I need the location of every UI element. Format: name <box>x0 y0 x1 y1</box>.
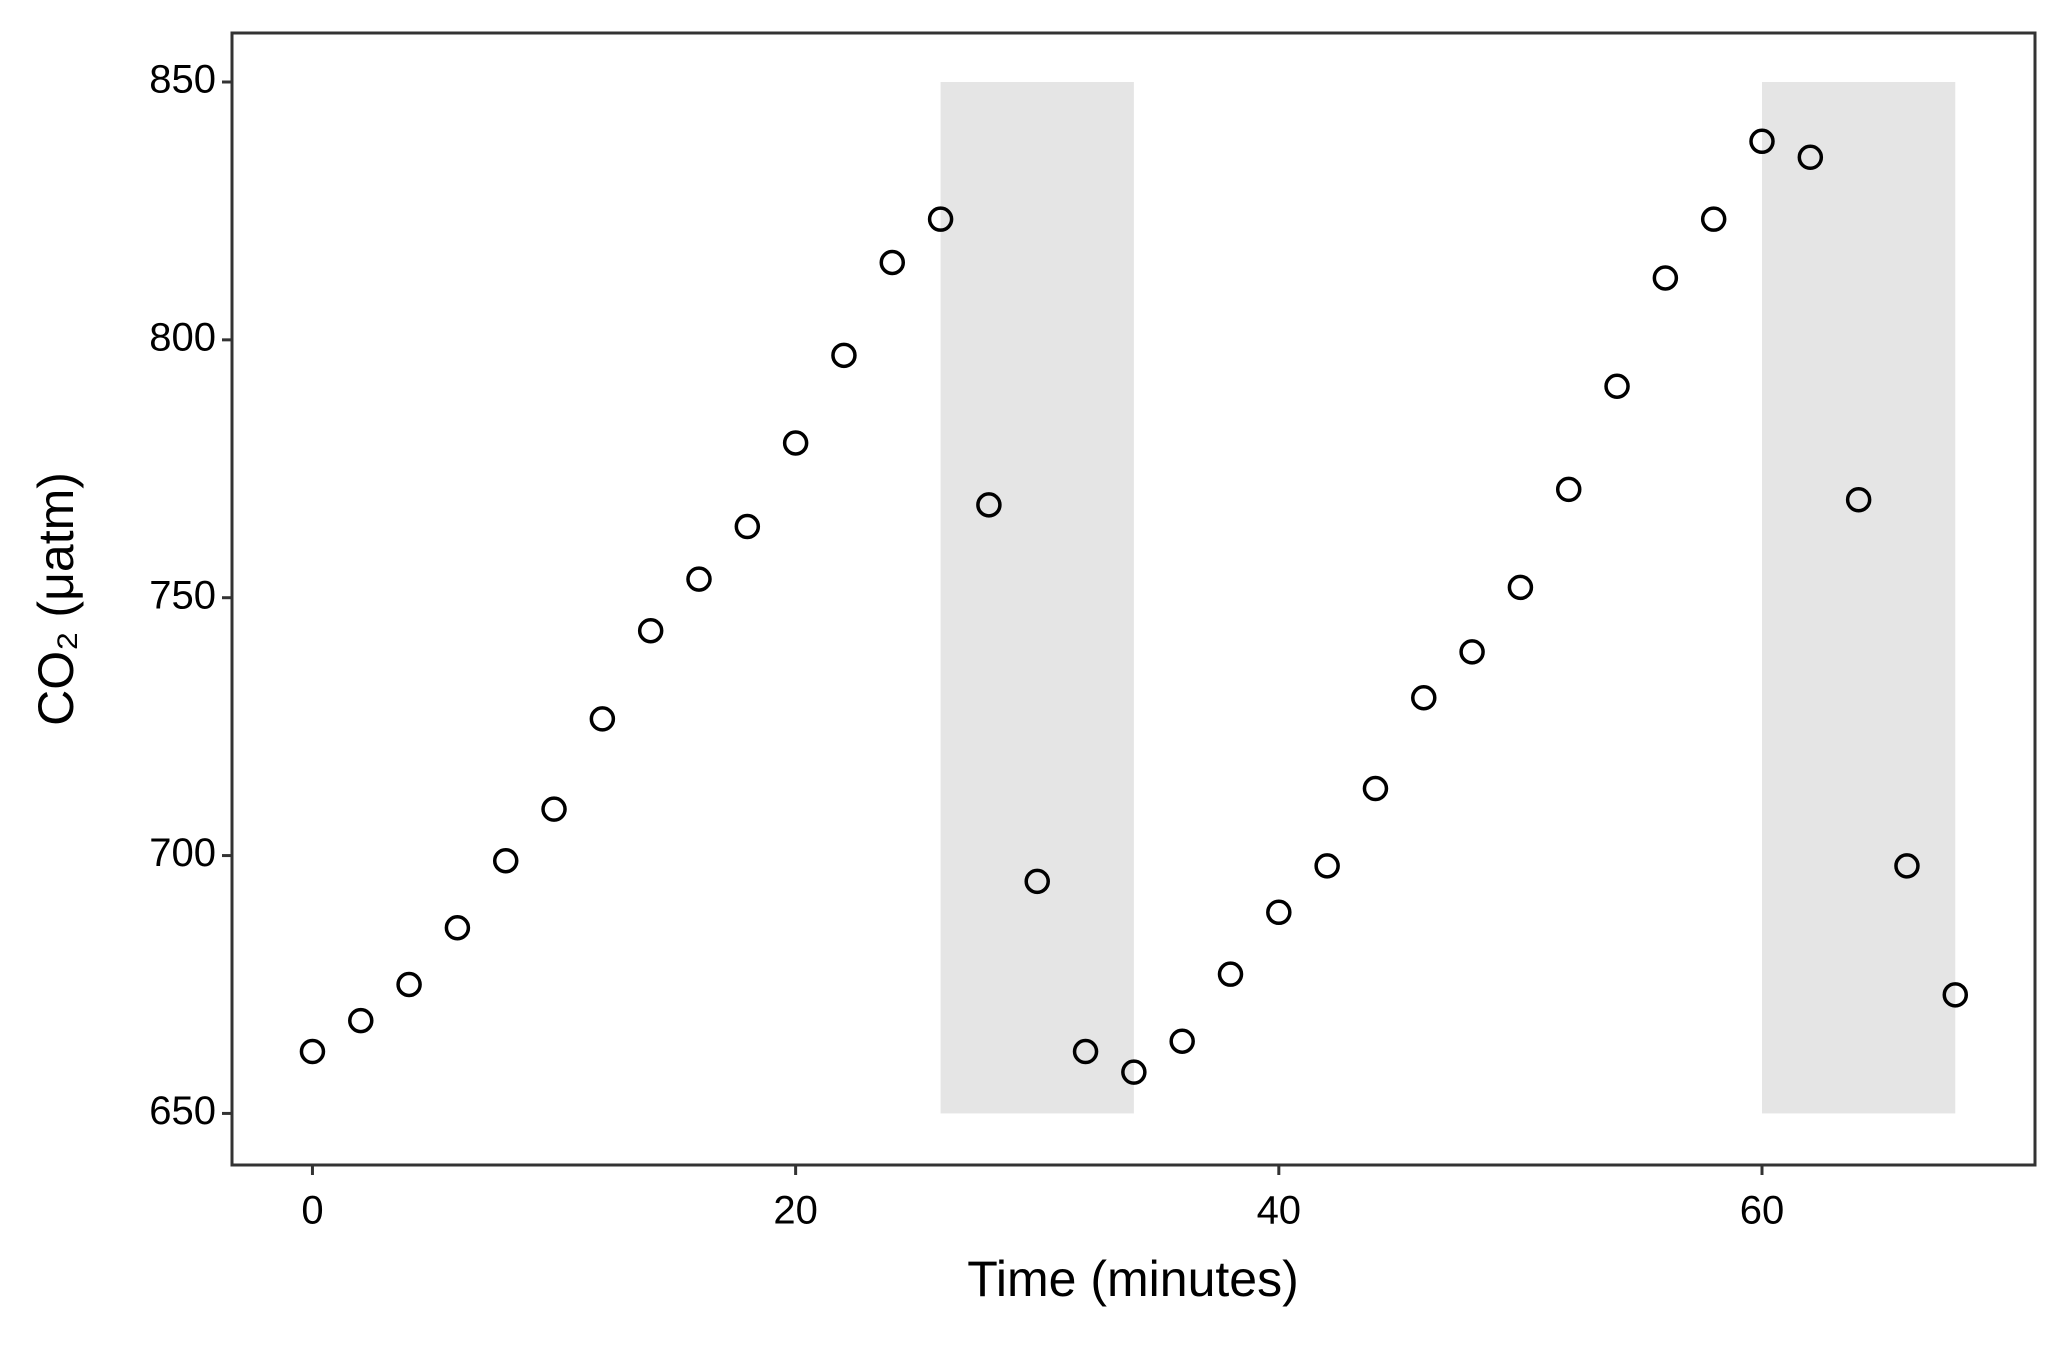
data-point <box>492 847 519 874</box>
data-point <box>541 796 567 822</box>
data-point <box>976 492 1002 518</box>
data-point <box>1411 685 1437 711</box>
data-point <box>1314 853 1340 879</box>
data-point <box>1942 982 1969 1008</box>
data-point <box>1749 128 1775 155</box>
data-point <box>927 206 954 232</box>
data-point <box>879 249 906 276</box>
x-axis-title: Time (minutes) <box>967 1251 1299 1307</box>
data-point <box>1604 373 1630 400</box>
x-tick-label: 20 <box>773 1189 818 1233</box>
data-point <box>589 706 616 732</box>
y-tick-label: 650 <box>149 1089 216 1133</box>
y-tick-label: 850 <box>149 58 216 102</box>
data-point <box>1024 868 1050 895</box>
data-point <box>1797 144 1824 171</box>
data-point <box>1459 639 1485 665</box>
y-tick-label: 800 <box>149 315 216 359</box>
data-point <box>686 566 712 592</box>
y-tick-label: 700 <box>149 831 216 875</box>
data-point <box>1266 899 1292 926</box>
x-tick-label: 60 <box>1740 1189 1785 1233</box>
x-tick-label: 40 <box>1257 1189 1302 1233</box>
data-point <box>1121 1059 1147 1085</box>
x-tick-label: 0 <box>301 1189 323 1233</box>
data-point <box>1169 1028 1195 1054</box>
y-tick-label: 750 <box>149 573 216 617</box>
data-point <box>396 971 422 998</box>
y-axis-title: CO₂ (μatm) <box>28 472 84 726</box>
data-point <box>734 513 761 540</box>
data-point <box>1652 265 1679 291</box>
shaded-region <box>940 81 1134 1114</box>
data-point <box>1700 206 1727 232</box>
data-point <box>1217 961 1244 987</box>
data-point <box>1845 486 1872 513</box>
data-point <box>1555 476 1582 503</box>
data-point <box>1507 574 1534 601</box>
data-point <box>1894 853 1920 879</box>
data-point <box>1362 775 1389 802</box>
data-point <box>299 1038 326 1065</box>
data-point <box>348 1007 374 1034</box>
data-point <box>831 342 857 369</box>
data-point <box>782 430 809 456</box>
data-point <box>637 617 664 644</box>
data-point <box>444 915 471 941</box>
shaded-region <box>1762 81 1956 1114</box>
data-point <box>1072 1038 1099 1065</box>
